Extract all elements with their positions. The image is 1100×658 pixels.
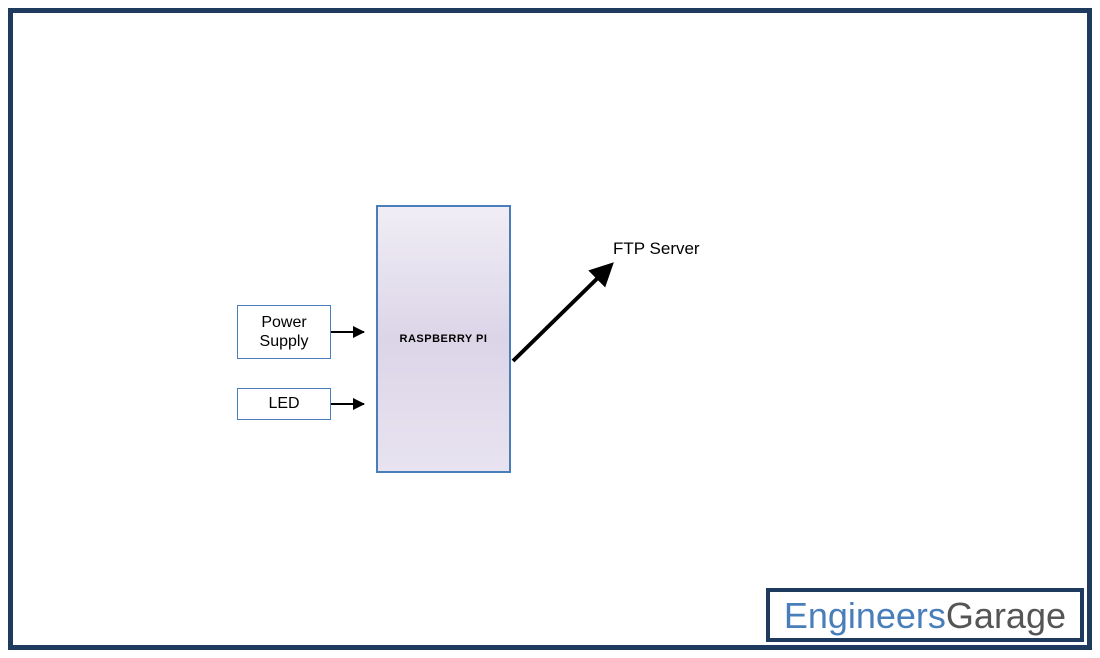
node-led: LED [237,388,331,420]
edge-power-to-rpi [331,331,364,333]
diagram-frame: PowerSupply LED RASPBERRY PI FTP Server … [8,8,1092,650]
edge-rpi-to-ftp [511,255,631,365]
logo-part1: Engineers [784,595,946,636]
node-raspberry-pi: RASPBERRY PI [376,205,511,473]
edge-led-to-rpi [331,403,364,405]
node-power-label: PowerSupply [260,313,309,351]
branding-logo: EngineersGarage [766,588,1084,642]
node-power-supply: PowerSupply [237,305,331,359]
node-led-label: LED [268,395,299,413]
logo-part2: Garage [946,595,1066,636]
node-rpi-label: RASPBERRY PI [400,333,488,345]
